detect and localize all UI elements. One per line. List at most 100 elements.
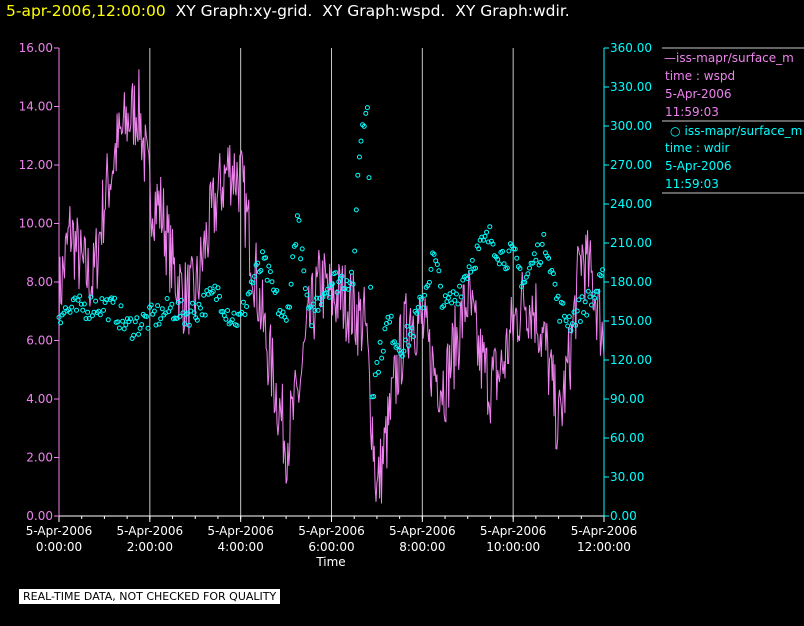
wdir-point xyxy=(202,312,208,318)
wdir-point xyxy=(175,300,181,305)
wdir-point xyxy=(353,207,359,213)
wdir-point xyxy=(252,273,257,279)
wdir-point xyxy=(584,312,590,318)
legend: —iss-mapr/surface_m time : wspd 5-Apr-20… xyxy=(662,47,804,194)
wdir-point xyxy=(344,278,350,284)
wdir-point xyxy=(242,312,248,317)
wdir-point xyxy=(487,224,493,230)
wdir-point xyxy=(546,255,552,261)
wdir-point xyxy=(116,325,122,331)
wdir-point xyxy=(132,319,138,325)
wdir-point xyxy=(484,229,490,235)
legend-wspd-var: time : wspd xyxy=(665,69,735,83)
wdir-point xyxy=(80,307,86,313)
wdir-point xyxy=(290,254,296,260)
wdir-point xyxy=(269,279,275,285)
wdir-point xyxy=(266,263,272,269)
wdir-point xyxy=(457,283,463,289)
y-left-tick-label: 12.00 xyxy=(19,158,53,172)
x-tick-label-time: 4:00:00 xyxy=(218,540,264,554)
wdir-point xyxy=(376,369,381,375)
wdir-point xyxy=(58,320,64,326)
wdir-point xyxy=(589,302,594,308)
x-tick-label-date: 5-Apr-2006 xyxy=(480,524,547,538)
legend-wdir-name: ○ iss-mapr/surface_m xyxy=(670,124,802,138)
wdir-point xyxy=(341,286,346,292)
wdir-point xyxy=(587,294,593,300)
wdir-point xyxy=(356,154,362,160)
wdir-point xyxy=(374,360,380,365)
wdir-point xyxy=(476,246,482,252)
x-axis-label: Time xyxy=(315,555,345,569)
legend-wdir-time: 11:59:03 xyxy=(665,177,719,191)
wdir-point xyxy=(573,322,579,328)
wdir-point xyxy=(533,257,539,263)
wdir-point xyxy=(158,316,164,322)
wdir-point xyxy=(450,289,456,295)
wdir-point xyxy=(264,277,270,283)
wdir-point xyxy=(500,248,505,254)
x-tick-label-date: 5-Apr-2006 xyxy=(571,524,638,538)
y-right-tick-label: 360.00 xyxy=(610,41,652,55)
wdir-point xyxy=(145,325,151,331)
wdir-point xyxy=(85,309,91,315)
wdir-point xyxy=(563,318,569,324)
x-tick-label-time: 2:00:00 xyxy=(127,540,173,554)
wdir-point xyxy=(355,172,361,178)
y-left-tick-label: 16.00 xyxy=(19,41,53,55)
wdir-point xyxy=(560,300,566,306)
wdir-point xyxy=(310,301,316,307)
x-tick-label-time: 8:00:00 xyxy=(399,540,445,554)
wdir-point xyxy=(101,307,106,313)
legend-wspd-name: —iss-mapr/surface_m xyxy=(664,51,794,65)
y-right-tick-label: 210.00 xyxy=(610,236,652,250)
wdir-point xyxy=(538,260,544,265)
wdir-point xyxy=(466,264,472,270)
wdir-point xyxy=(110,299,116,305)
wdir-point xyxy=(247,289,253,295)
wdir-point xyxy=(312,308,318,313)
wdir-point xyxy=(217,293,222,299)
wdir-point xyxy=(78,301,84,307)
wdir-point xyxy=(377,339,383,345)
wdir-point xyxy=(155,303,161,309)
legend-wdir-marker: ○ xyxy=(670,124,680,138)
wdir-point xyxy=(287,304,292,310)
wdir-point xyxy=(455,301,461,307)
wdir-point xyxy=(441,303,447,309)
y-right-tick-label: 120.00 xyxy=(610,353,652,367)
wdir-point xyxy=(399,353,405,359)
wdir-point xyxy=(428,266,434,272)
wdir-point xyxy=(299,246,305,252)
wdir-point xyxy=(67,309,73,315)
quality-note: REAL-TIME DATA, NOT CHECKED FOR QUALITY xyxy=(19,589,281,604)
x-tick-label-date: 5-Apr-2006 xyxy=(207,524,274,538)
wdir-point xyxy=(363,110,369,116)
wdir-point xyxy=(169,301,175,307)
wdir-point xyxy=(522,279,528,285)
wdir-point xyxy=(352,248,358,254)
wdir-point xyxy=(380,348,386,354)
y-right-tick-label: 90.00 xyxy=(610,392,644,406)
wdir-point xyxy=(366,175,372,181)
wdir-point xyxy=(69,304,75,310)
wdir-point xyxy=(530,260,536,266)
x-tick-label-time: 10:00:00 xyxy=(486,540,540,554)
y-left-tick-label: 4.00 xyxy=(26,392,53,406)
wdir-point xyxy=(97,312,103,318)
legend-wdir-var: time : wdir xyxy=(665,141,730,155)
wdir-point xyxy=(404,323,410,329)
wdir-point xyxy=(296,217,302,223)
x-tick-label-date: 5-Apr-2006 xyxy=(298,524,365,538)
header-timestamp: 5-apr-2006,12:00:00 xyxy=(6,2,166,20)
wdir-point xyxy=(358,138,364,144)
wdir-point xyxy=(379,355,385,361)
wdir-point xyxy=(496,261,502,267)
wdir-point xyxy=(555,293,561,299)
wdir-point xyxy=(453,291,459,297)
wdir-point xyxy=(213,297,219,302)
series-wspd xyxy=(58,69,605,504)
wdir-point xyxy=(527,265,532,271)
wdir-point xyxy=(372,372,378,378)
